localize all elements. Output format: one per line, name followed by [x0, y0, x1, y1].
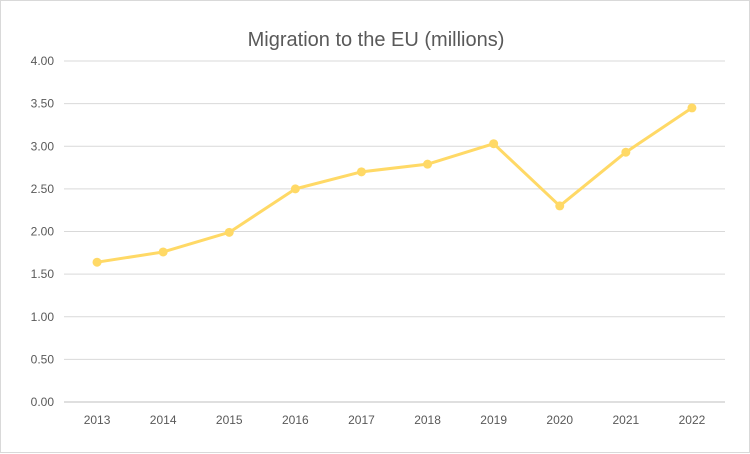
chart-title: Migration to the EU (millions) — [248, 29, 505, 51]
y-tick-label: 1.50 — [31, 267, 55, 281]
data-point-2021[interactable] — [621, 147, 631, 157]
x-tick-label: 2015 — [216, 413, 243, 427]
data-point-2014[interactable] — [158, 247, 168, 257]
y-tick-label: 2.50 — [31, 182, 55, 196]
y-tick-label: 4.00 — [31, 54, 55, 68]
y-axis-ticks: 0.00 0.50 1.00 1.50 2.00 2.50 3.00 3.50 4.00 — [31, 54, 55, 409]
data-point-2016[interactable] — [290, 184, 300, 194]
data-point-2020[interactable] — [555, 201, 565, 211]
y-tick-label: 0.00 — [31, 395, 55, 409]
x-tick-label: 2014 — [150, 413, 177, 427]
x-tick-label: 2019 — [480, 413, 507, 427]
y-tick-label: 1.00 — [31, 310, 55, 324]
data-point-2019[interactable] — [489, 139, 499, 149]
x-tick-label: 2018 — [414, 413, 441, 427]
data-point-2018[interactable] — [423, 159, 433, 169]
gridlines — [64, 60, 725, 360]
x-tick-label: 2020 — [546, 413, 573, 427]
y-tick-label: 3.00 — [31, 139, 55, 153]
data-point-2017[interactable] — [356, 167, 366, 177]
data-point-2013[interactable] — [92, 257, 102, 267]
data-point-2015[interactable] — [224, 227, 234, 237]
y-tick-label: 2.00 — [31, 225, 55, 239]
x-tick-label: 2013 — [84, 413, 111, 427]
x-tick-label: 2016 — [282, 413, 309, 427]
x-tick-label: 2021 — [612, 413, 639, 427]
series-layer — [92, 103, 697, 267]
x-axis-ticks: 2013 2014 2015 2016 2017 2018 2019 2020 2021 2022 — [84, 413, 706, 427]
x-tick-label: 2022 — [679, 413, 706, 427]
x-tick-label: 2017 — [348, 413, 375, 427]
series-line — [95, 106, 694, 264]
data-point-2022[interactable] — [687, 103, 697, 113]
y-tick-label: 0.50 — [31, 352, 55, 366]
y-tick-label: 3.50 — [31, 97, 55, 111]
